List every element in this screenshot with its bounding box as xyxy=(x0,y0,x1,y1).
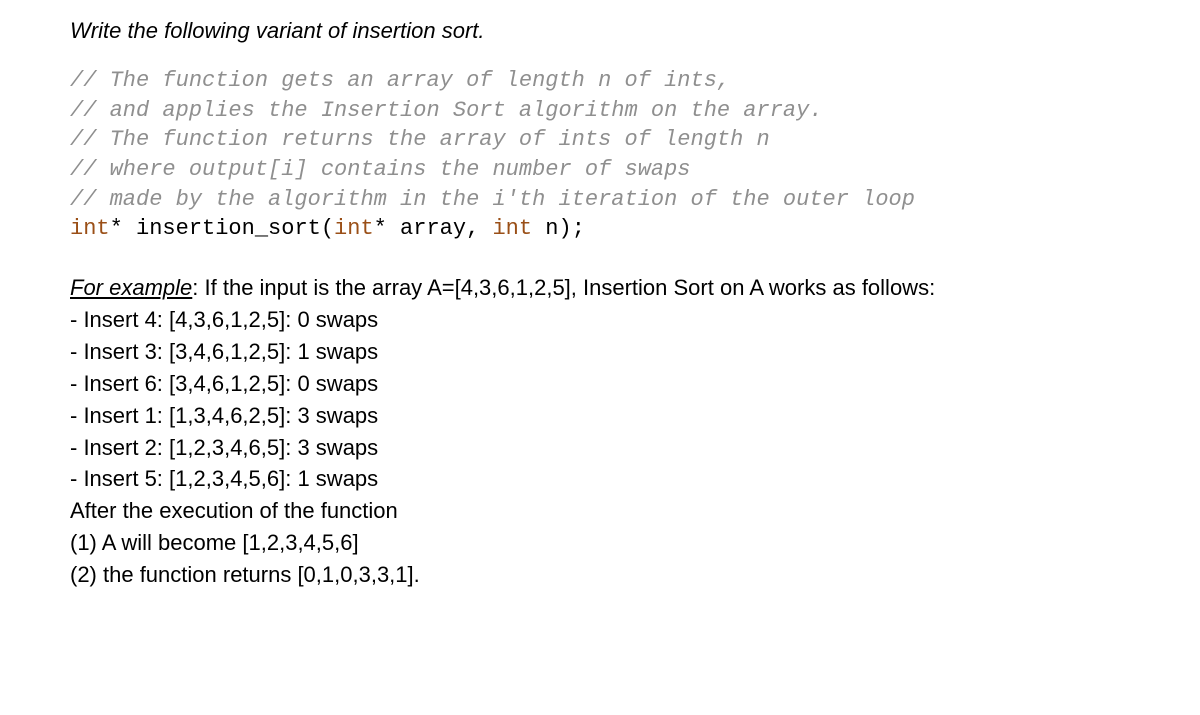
example-steps-list: - Insert 4: [4,3,6,1,2,5]: 0 swaps - Ins… xyxy=(70,304,1130,495)
code-comment-line: // The function gets an array of length … xyxy=(70,68,730,93)
result-line: (1) A will become [1,2,3,4,5,6] xyxy=(70,527,1130,559)
example-step: - Insert 6: [3,4,6,1,2,5]: 0 swaps xyxy=(70,368,1130,400)
document-page: Write the following variant of insertion… xyxy=(0,0,1200,611)
example-step: - Insert 4: [4,3,6,1,2,5]: 0 swaps xyxy=(70,304,1130,336)
code-keyword: int xyxy=(492,216,532,241)
code-comment-line: // made by the algorithm in the i'th ite… xyxy=(70,187,915,212)
code-text: * insertion_sort( xyxy=(110,216,334,241)
example-step: - Insert 2: [1,2,3,4,6,5]: 3 swaps xyxy=(70,432,1130,464)
example-step: - Insert 3: [3,4,6,1,2,5]: 1 swaps xyxy=(70,336,1130,368)
code-text: * array, xyxy=(374,216,493,241)
example-intro-text: : If the input is the array A=[4,3,6,1,2… xyxy=(192,275,935,300)
code-text: n); xyxy=(532,216,585,241)
code-comment-line: // and applies the Insertion Sort algori… xyxy=(70,98,823,123)
result-line: (2) the function returns [0,1,0,3,3,1]. xyxy=(70,559,1130,591)
example-intro: For example: If the input is the array A… xyxy=(70,272,1130,304)
example-step: - Insert 1: [1,3,4,6,2,5]: 3 swaps xyxy=(70,400,1130,432)
code-block: // The function gets an array of length … xyxy=(70,66,1130,244)
example-step: - Insert 5: [1,2,3,4,5,6]: 1 swaps xyxy=(70,463,1130,495)
example-result: After the execution of the function (1) … xyxy=(70,495,1130,591)
code-keyword: int xyxy=(334,216,374,241)
problem-title: Write the following variant of insertion… xyxy=(70,18,1130,44)
example-label: For example xyxy=(70,275,192,300)
code-keyword: int xyxy=(70,216,110,241)
result-line: After the execution of the function xyxy=(70,495,1130,527)
code-comment-line: // The function returns the array of int… xyxy=(70,127,770,152)
code-comment-line: // where output[i] contains the number o… xyxy=(70,157,691,182)
